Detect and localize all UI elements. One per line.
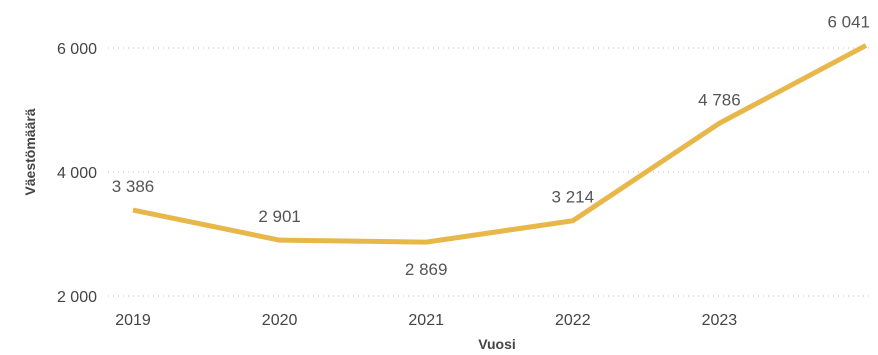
x-axis-ticks: 2019 2020 2021 2022 2023	[115, 312, 737, 329]
series-polyline	[132, 43, 868, 245]
y-axis-ticks: 2 000 4 000 6 000	[57, 41, 97, 306]
data-labels: 3 386 2 901 2 869 3 214 4 786 6 041	[112, 12, 870, 279]
data-label: 2 901	[258, 207, 301, 226]
x-tick-label: 2020	[262, 312, 298, 329]
data-label: 2 869	[405, 260, 448, 279]
data-label: 3 214	[552, 188, 595, 207]
series-line	[132, 43, 868, 245]
data-label: 4 786	[698, 90, 741, 109]
x-tick-label: 2021	[408, 312, 444, 329]
gridlines	[108, 47, 872, 297]
y-axis-title: Väestömäärä	[22, 108, 38, 195]
y-tick-label: 2 000	[57, 289, 97, 306]
x-tick-label: 2023	[702, 312, 738, 329]
x-tick-label: 2022	[555, 312, 591, 329]
x-axis-title: Vuosi	[478, 336, 516, 352]
data-label: 6 041	[827, 12, 870, 31]
y-tick-label: 6 000	[57, 41, 97, 58]
data-label: 3 386	[112, 177, 155, 196]
x-tick-label: 2019	[115, 312, 151, 329]
y-tick-label: 4 000	[57, 165, 97, 182]
